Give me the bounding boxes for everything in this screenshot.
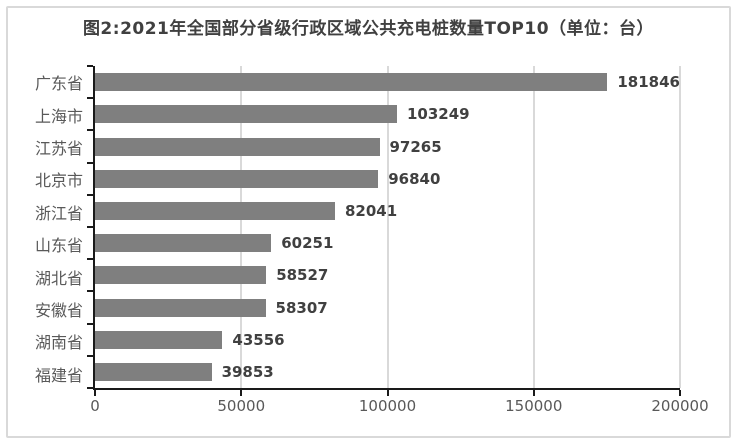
y-axis-tick bbox=[87, 193, 93, 196]
category-label-安徽省: 安徽省 bbox=[34, 301, 83, 321]
x-axis-tick-label: 0 bbox=[90, 397, 100, 415]
y-axis-tick bbox=[87, 354, 93, 357]
y-axis-tick bbox=[87, 129, 93, 132]
bar-row-6: 60251 bbox=[95, 227, 680, 259]
gridline-50000 bbox=[240, 66, 243, 388]
value-label-广东省: 181846 bbox=[617, 73, 680, 92]
bar-山东省 bbox=[95, 234, 272, 253]
bar-row-10: 39853 bbox=[95, 356, 680, 388]
y-axis-tick bbox=[87, 226, 93, 228]
value-label-湖南省: 43556 bbox=[232, 330, 285, 349]
y-axis-tick bbox=[87, 387, 93, 389]
category-label-福建省: 福建省 bbox=[34, 365, 83, 385]
bar-湖北省 bbox=[95, 266, 267, 285]
x-axis-tick bbox=[94, 390, 96, 396]
bar-浙江省 bbox=[95, 201, 335, 220]
bar-广东省 bbox=[95, 73, 608, 92]
bar-row-2: 103249 bbox=[95, 98, 680, 130]
y-axis-tick bbox=[87, 65, 93, 67]
category-label-广东省: 广东省 bbox=[34, 74, 83, 94]
bar-北京市 bbox=[95, 169, 379, 188]
gridline-200000 bbox=[679, 66, 681, 388]
category-label-北京市: 北京市 bbox=[34, 171, 83, 191]
x-axis-tick-label: 100000 bbox=[358, 397, 417, 415]
y-axis-tick bbox=[87, 97, 93, 100]
category-label-湖北省: 湖北省 bbox=[34, 268, 83, 288]
bar-江苏省 bbox=[95, 137, 380, 156]
x-axis-tick bbox=[532, 390, 535, 396]
bar-row-4: 96840 bbox=[95, 163, 680, 195]
y-axis-tick bbox=[87, 322, 93, 325]
value-label-湖北省: 58527 bbox=[276, 266, 329, 285]
x-axis-tick bbox=[679, 390, 681, 396]
bar-row-3: 97265 bbox=[95, 130, 680, 162]
value-label-福建省: 39853 bbox=[221, 362, 274, 381]
category-label-浙江省: 浙江省 bbox=[34, 203, 83, 223]
y-axis-tick bbox=[87, 290, 93, 293]
bar-安徽省 bbox=[95, 298, 266, 317]
x-axis-tick-label: 50000 bbox=[217, 397, 266, 415]
category-label-江苏省: 江苏省 bbox=[34, 139, 83, 159]
bar-福建省 bbox=[95, 362, 212, 381]
x-axis-tick-label: 200000 bbox=[651, 397, 709, 415]
bar-row-7: 58527 bbox=[95, 259, 680, 291]
category-label-湖南省: 湖南省 bbox=[34, 333, 83, 353]
value-label-浙江省: 82041 bbox=[344, 201, 398, 220]
value-label-江苏省: 97265 bbox=[389, 137, 442, 156]
bar-上海市 bbox=[95, 105, 397, 124]
bar-row-9: 43556 bbox=[95, 324, 680, 356]
gridline-100000 bbox=[386, 66, 389, 388]
chart-title: 图2:2021年全国部分省级行政区域公共充电桩数量TOP10（单位：台） bbox=[82, 19, 655, 39]
bar-row-1: 181846 bbox=[95, 66, 680, 98]
gridline-150000 bbox=[532, 66, 535, 388]
x-axis-tick bbox=[240, 390, 243, 396]
category-label-山东省: 山东省 bbox=[34, 236, 83, 256]
category-axis-labels: 广东省上海市江苏省北京市浙江省山东省湖北省安徽省湖南省福建省 bbox=[10, 66, 83, 390]
y-axis-tick bbox=[87, 161, 93, 164]
value-label-北京市: 96840 bbox=[388, 169, 441, 188]
x-axis-tick-label: 150000 bbox=[505, 397, 563, 415]
y-axis-tick bbox=[87, 258, 93, 261]
bar-row-5: 82041 bbox=[95, 195, 680, 227]
category-label-上海市: 上海市 bbox=[34, 106, 83, 126]
x-axis-tick bbox=[386, 390, 389, 396]
value-label-上海市: 103249 bbox=[407, 105, 470, 124]
value-label-山东省: 60251 bbox=[281, 234, 334, 253]
bar-row-8: 58307 bbox=[95, 291, 680, 323]
bar-湖南省 bbox=[95, 330, 223, 349]
value-label-安徽省: 58307 bbox=[275, 298, 328, 317]
plot-area: 181846 103249 97265 96840 82041 60251 58527 583… bbox=[87, 65, 709, 415]
bar-rows: 181846 103249 97265 96840 82041 60251 58527 583… bbox=[95, 66, 680, 388]
